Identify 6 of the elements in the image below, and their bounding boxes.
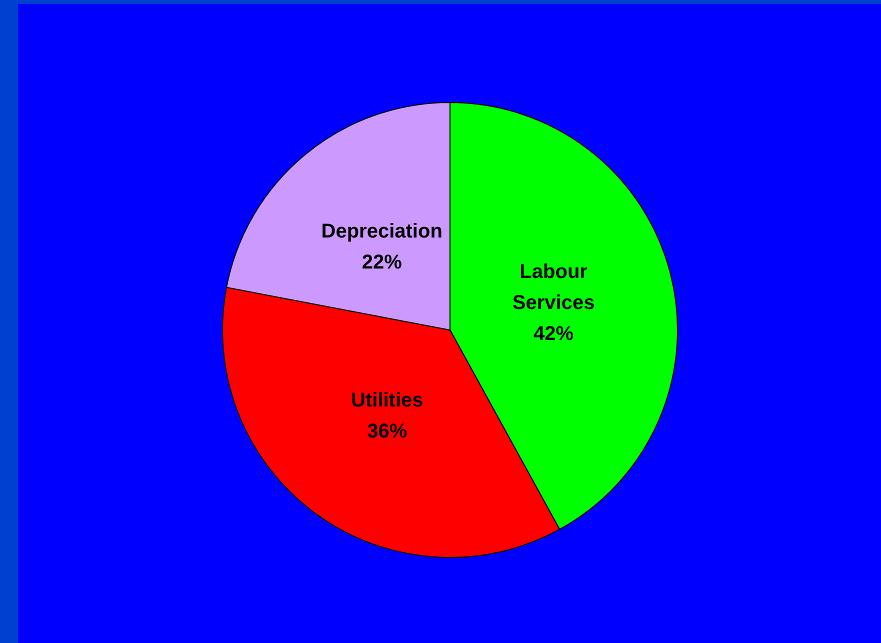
slice-label: Utilities xyxy=(351,390,424,412)
data-label: 36% xyxy=(367,420,408,443)
data-label: 42% xyxy=(534,322,574,345)
slice-label: Labour Services xyxy=(512,260,595,314)
data-label: 22% xyxy=(362,252,402,274)
slice-label: Depreciation xyxy=(321,220,442,243)
